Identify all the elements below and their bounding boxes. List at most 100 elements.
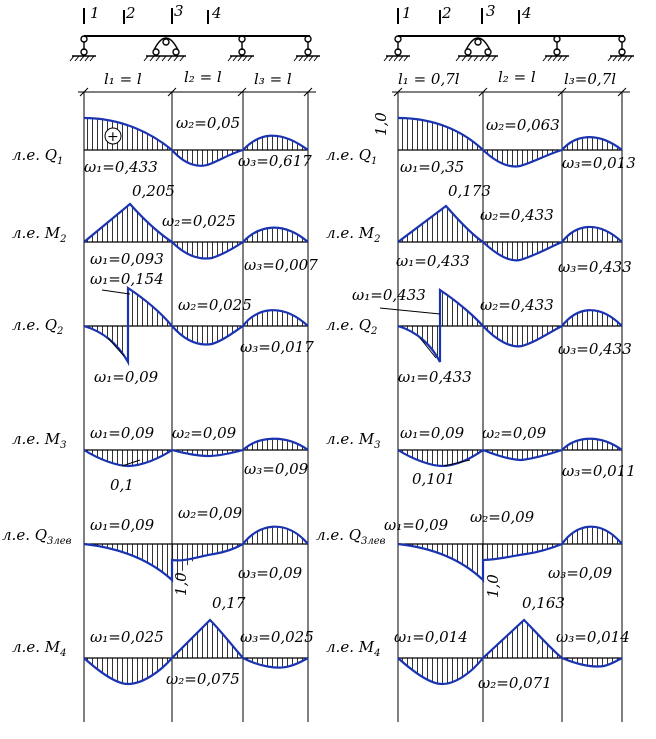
support-a (383, 35, 410, 62)
left-row-q2: л.е. Q2 ω₁=0,154 ω₂=0,025 ω₁=0,09 ω₃=0,0… (12, 270, 314, 386)
annotation: ω₂=0,025 (162, 212, 236, 230)
row-label: л.е. Q1 (12, 146, 63, 167)
left-row-m2: л.е. M2 0,205 ω₂=0,025 ω₁=0,093 ω₃=0,007 (12, 182, 318, 274)
section-2-label: 2 (441, 4, 452, 22)
annotation: 0,1 (110, 476, 134, 494)
annotation: ω₂=0,071 (478, 674, 552, 692)
annotation: ω₃=0,025 (240, 628, 314, 646)
section-1-label: 1 (90, 4, 100, 22)
annotation: 1,0 (372, 112, 390, 136)
left-row-m4: л.е. M4 ω₁=0,025 0,17 ω₃=0,025 ω₂=0,075 (12, 594, 314, 688)
annotation: ω₁=0,433 (396, 252, 470, 270)
annotation: ω₃=0,011 (562, 462, 636, 480)
left-row-q1: л.е. Q1 + ω₁=0,433 ω₂=0,05 ω₃=0,617 (12, 114, 312, 176)
annotation: 0,17 (212, 594, 246, 612)
annotation: ω₁=0,025 (90, 628, 164, 646)
section-2-label: 2 (125, 4, 136, 22)
right-row-q1: л.е. Q1 1,0 ω₂=0,063 ω₁=0,35 ω₃=0,013 (326, 112, 636, 176)
annotation: ω₃=0,017 (240, 338, 314, 356)
annotation: ω₁=0,09 (400, 424, 465, 442)
annotation: ω₁=0,09 (384, 516, 449, 534)
support-d (293, 35, 320, 62)
annotation: 1,0 (172, 572, 190, 596)
left-row-q3lev: л.е. Q3лев ω₁=0,09 ω₂=0,09 1,0 ω₃=0,09 (2, 504, 309, 596)
annotation: ω₃=0,007 (244, 256, 318, 274)
annotation: ω₂=0,09 (178, 504, 243, 522)
annotation: ω₃=0,013 (562, 154, 636, 172)
span-1-label: l₁ = 0,7l (398, 70, 460, 88)
annotation: ω₃=0,09 (244, 460, 309, 478)
right-guide-lines (397, 92, 623, 722)
left-beam-scheme: 1 2 3 4 (69, 2, 320, 62)
row-label: л.е. M2 (12, 224, 66, 245)
span-1-label: l₁ = l (104, 70, 142, 88)
annotation: ω₂=0,063 (486, 116, 560, 134)
annotation: ω₁=0,014 (394, 628, 468, 646)
right-row-m4: л.е. M4 ω₁=0,014 0,163 ω₃=0,014 ω₂=0,071 (326, 594, 630, 692)
left-panel: 1 2 3 4 (2, 2, 320, 722)
right-panel: 1 2 3 4 (316, 2, 636, 722)
annotation: ω₁=0,35 (400, 158, 464, 176)
right-row-m3: л.е. M3 ω₁=0,09 ω₂=0,09 0,101 ω₃=0,011 (326, 424, 636, 488)
span-3-label: l₃=0,7l (564, 70, 616, 88)
row-label: л.е. Q2 (326, 316, 377, 337)
annotation: ω₂=0,09 (470, 508, 535, 526)
row-label: л.е. M2 (326, 224, 380, 245)
annotation: 0,101 (412, 470, 455, 488)
row-label: л.е. Q2 (12, 316, 63, 337)
annotation: ω₂=0,433 (480, 206, 554, 224)
row-label: л.е. M4 (326, 638, 380, 659)
right-beam-scheme: 1 2 3 4 (383, 2, 634, 62)
row-label: л.е. M4 (12, 638, 66, 659)
right-row-m2: л.е. M2 0,173 ω₂=0,433 ω₁=0,433 ω₃=0,433 (326, 182, 632, 276)
annotation: ω₂=0,09 (172, 424, 237, 442)
left-row-m3: л.е. M3 ω₁=0,09 ω₂=0,09 0,1 ω₃=0,09 (12, 424, 309, 494)
section-4-label: 4 (521, 4, 532, 22)
annotation: 0,173 (448, 182, 491, 200)
annotation: ω₂=0,09 (482, 424, 547, 442)
row-label: л.е. M3 (326, 430, 380, 451)
span-2-label: l₂ = l (184, 68, 222, 86)
annotation: ω₁=0,433 (398, 368, 472, 386)
support-c (542, 35, 569, 62)
section-4-label: 4 (211, 4, 222, 22)
annotation: ω₁=0,09 (90, 424, 155, 442)
annotation: 0,163 (522, 594, 565, 612)
annotation: ω₁=0,433 (352, 286, 426, 304)
annotation: ω₃=0,433 (558, 258, 632, 276)
plus-sign: + (107, 129, 119, 145)
section-3-label: 3 (174, 2, 184, 20)
annotation: 0,205 (132, 182, 175, 200)
row-label: л.е. Q3лев (316, 526, 386, 547)
right-span-dimensions: l₁ = 0,7l l₂ = l l₃=0,7l (392, 68, 630, 97)
row-label: л.е. Q3лев (2, 526, 72, 547)
row-label: л.е. Q1 (326, 146, 377, 167)
support-b (143, 37, 186, 62)
annotation: ω₁=0,154 (90, 270, 164, 288)
annotation: ω₃=0,09 (238, 564, 303, 582)
section-1-label: 1 (402, 4, 412, 22)
annotation: ω₂=0,075 (166, 670, 240, 688)
annotation: ω₂=0,05 (176, 114, 240, 132)
span-2-label: l₂ = l (498, 68, 536, 86)
right-row-q3lev: л.е. Q3лев ω₁=0,09 ω₂=0,09 1,0 ω₃=0,09 (316, 508, 623, 598)
left-span-dimensions: l₁ = l l₂ = l l₃ = l (78, 68, 316, 97)
annotation: ω₂=0,433 (480, 296, 554, 314)
support-d (607, 35, 634, 62)
annotation: ω₃=0,617 (238, 152, 312, 170)
annotation: ω₃=0,433 (558, 340, 632, 358)
annotation: ω₁=0,093 (90, 250, 164, 268)
row-label: л.е. M3 (12, 430, 66, 451)
section-3-label: 3 (486, 2, 496, 20)
right-row-q2: л.е. Q2 ω₁=0,433 ω₂=0,433 ω₁=0,433 ω₃=0,… (326, 286, 632, 386)
left-guide-lines (83, 92, 309, 722)
annotation: 1,0 (484, 574, 502, 598)
support-c (227, 35, 254, 62)
support-b (455, 37, 498, 62)
support-a (69, 35, 96, 62)
annotation: ω₁=0,09 (94, 368, 159, 386)
annotation: ω₁=0,433 (84, 158, 158, 176)
annotation: ω₁=0,09 (90, 516, 155, 534)
span-3-label: l₃ = l (254, 70, 292, 88)
